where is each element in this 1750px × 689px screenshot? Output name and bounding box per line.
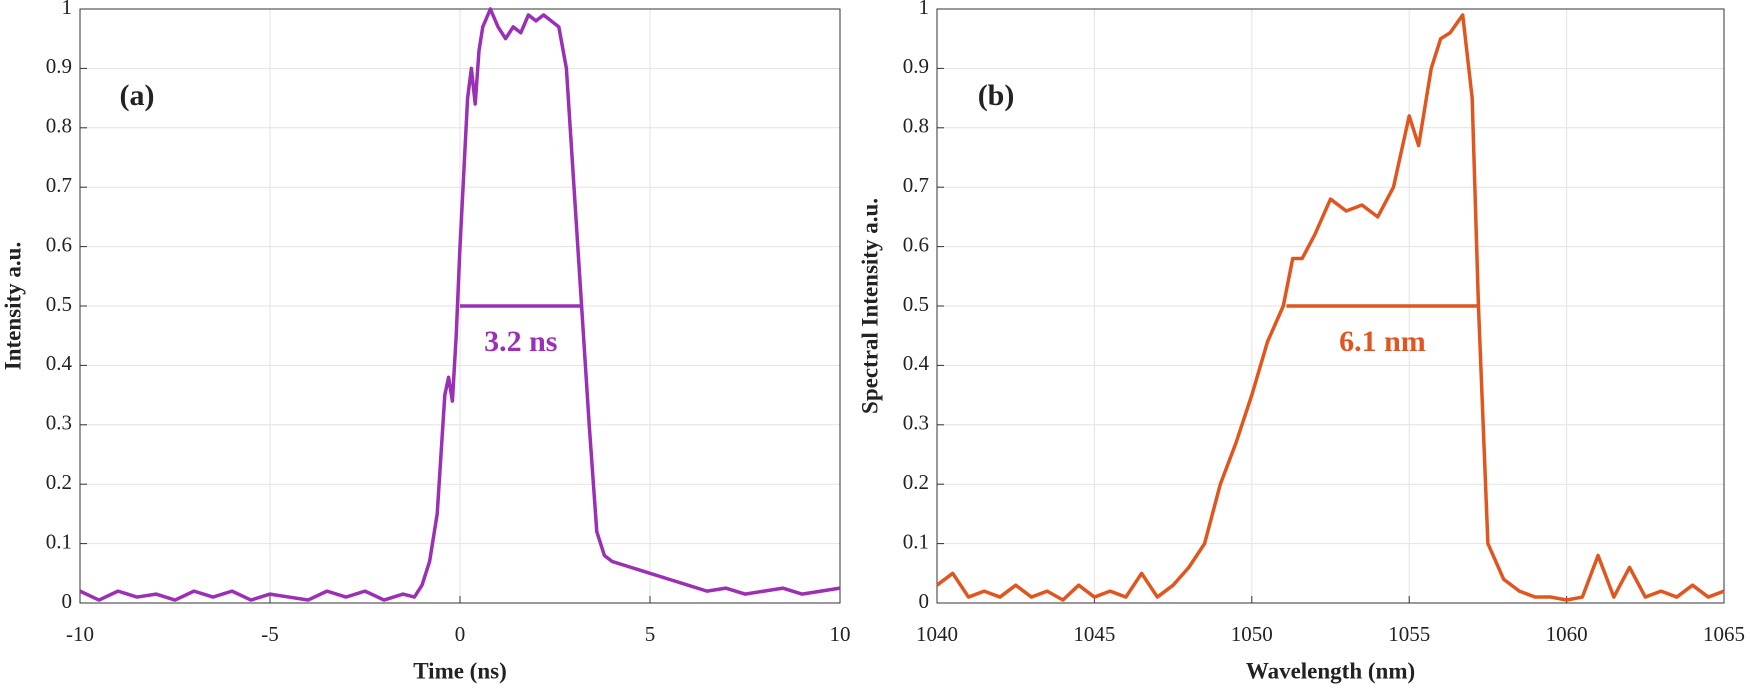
data-line [935, 13, 1725, 602]
y-tick-label: 0.4 [903, 351, 930, 375]
y-axis-label: Intensity a.u. [0, 242, 25, 370]
y-tick-label: 0.8 [46, 114, 72, 138]
x-tick-label: 1040 [916, 622, 958, 646]
fwhm-label: 6.1 nm [1339, 325, 1426, 358]
fwhm-label: 3.2 ns [484, 325, 557, 358]
axes-box [79, 8, 841, 604]
y-tick-label: 0.4 [46, 351, 73, 375]
y-tick-label: 0.6 [46, 232, 72, 256]
y-tick-label: 0.2 [46, 470, 72, 494]
y-tick-label: 1 [919, 0, 930, 19]
y-tick-label: 0.3 [903, 411, 929, 435]
y-tick-label: 0.6 [903, 232, 929, 256]
data-line [79, 7, 841, 602]
panel-label: (b) [978, 79, 1015, 112]
x-tick-label: 1050 [1231, 622, 1273, 646]
x-tick-label: -10 [66, 622, 94, 646]
y-tick-label: 0.5 [46, 292, 72, 316]
axes-box [936, 8, 1725, 604]
y-tick-label: 0.1 [46, 529, 72, 553]
y-tick-label: 0.3 [46, 411, 72, 435]
y-tick-label: 0.7 [903, 173, 929, 197]
x-axis-label: Time (ns) [413, 658, 507, 683]
y-tick-label: 1 [62, 0, 73, 19]
x-axis-label: Wavelength (nm) [1246, 658, 1415, 683]
y-tick-label: 0.8 [903, 114, 929, 138]
y-tick-label: 0.9 [46, 54, 72, 78]
panel-label: (a) [120, 79, 155, 112]
y-tick-label: 0.1 [903, 529, 929, 553]
x-tick-label: 10 [830, 622, 851, 646]
x-tick-label: 1060 [1546, 622, 1588, 646]
x-tick-label: 0 [455, 622, 466, 646]
y-tick-label: 0.7 [46, 173, 72, 197]
y-tick-label: 0 [62, 589, 73, 613]
x-tick-label: 1045 [1073, 622, 1115, 646]
x-tick-label: -5 [261, 622, 279, 646]
y-tick-label: 0.9 [903, 54, 929, 78]
y-axis-label: Spectral Intensity a.u. [857, 198, 882, 414]
chart: 0 0.1 0.2 0.3 0.4 0.5 0.6 0.7 0.8 0.9 1 -10 -5 0 5 10 Ti… [0, 0, 850, 683]
y-tick-label: 0.5 [903, 292, 929, 316]
y-tick-label: 0.2 [903, 470, 929, 494]
y-tick-label: 0 [919, 589, 930, 613]
chart: 0 0.1 0.2 0.3 0.4 0.5 0.6 0.7 0.8 0.9 1 1040 1045 105… [857, 0, 1745, 683]
x-tick-label: 5 [645, 622, 656, 646]
x-tick-label: 1065 [1703, 622, 1745, 646]
x-tick-label: 1055 [1388, 622, 1430, 646]
